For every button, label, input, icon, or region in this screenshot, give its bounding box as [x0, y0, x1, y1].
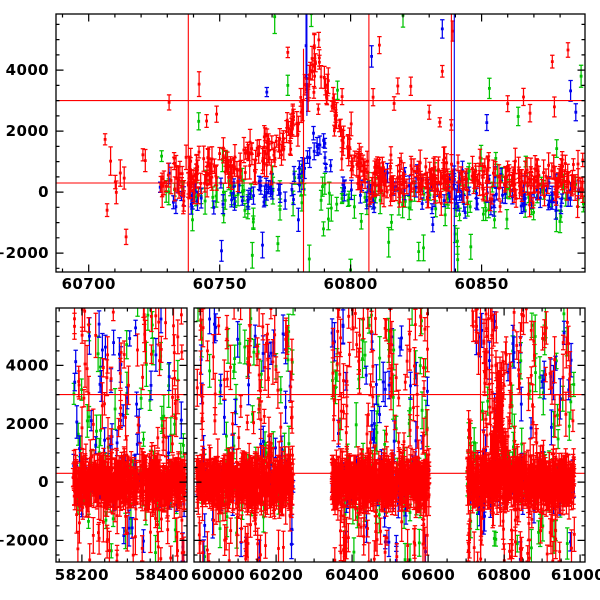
red-series-markers	[71, 308, 187, 562]
x-tick-label: 60600	[401, 566, 455, 584]
x-tick-label: 60700	[62, 275, 116, 293]
y-tick-label: 0	[38, 183, 49, 201]
x-tick-label: 60400	[325, 566, 379, 584]
x-tick-label: 60850	[455, 275, 509, 293]
y-tick-label: 4000	[6, 356, 49, 374]
blue-series-markers	[158, 27, 580, 253]
top-ticks	[56, 14, 585, 272]
x-tick-label: 60800	[324, 275, 378, 293]
y-tick-label: 4000	[6, 61, 49, 79]
top-frame	[55, 13, 586, 273]
bottom-left-panel-data	[56, 308, 187, 562]
x-tick-label: 61000	[551, 566, 600, 584]
x-tick-label: 60800	[477, 566, 531, 584]
x-tick-label: 60750	[193, 275, 247, 293]
y-tick-label: 0	[38, 473, 49, 491]
x-tick-label: 60000	[191, 566, 245, 584]
x-tick-label: 58200	[55, 566, 109, 584]
y-tick-label: 2000	[6, 122, 49, 140]
x-tick-label: 58400	[135, 566, 189, 584]
bottom-right-ticks	[194, 308, 585, 562]
red-series-errorbars	[102, 20, 585, 246]
y-tick-label: −2000	[0, 244, 49, 262]
bottom-left-ticks	[56, 308, 187, 562]
x-tick-label: 60200	[249, 566, 303, 584]
bottom-right-panel-data	[194, 308, 585, 562]
y-tick-label: 2000	[6, 415, 49, 433]
bottom-left-frame	[55, 307, 188, 563]
y-tick-label: −2000	[0, 531, 49, 549]
top-panel-data	[56, 14, 585, 272]
